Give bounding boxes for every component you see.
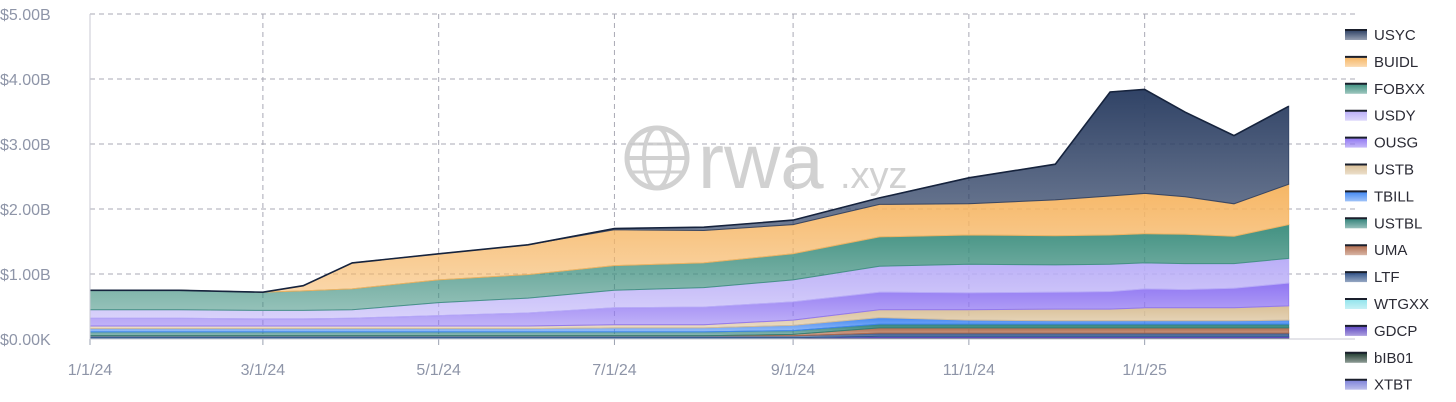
legend-swatch (1345, 218, 1367, 229)
legend-label: XTBT (1374, 377, 1412, 394)
legend-label: TBILL (1374, 188, 1414, 205)
legend-item-ustbl[interactable]: USTBL (1345, 215, 1422, 232)
legend-swatch (1345, 299, 1367, 309)
y-tick-label: $1.00B (0, 267, 51, 284)
legend-swatch (1345, 379, 1367, 390)
x-tick-label: 9/1/24 (771, 362, 816, 379)
legend-item-bib01[interactable]: bIB01 (1345, 350, 1413, 367)
y-tick-label: $5.00B (0, 7, 51, 24)
legend-swatch (1345, 110, 1367, 121)
legend-item-uma[interactable]: UMA (1345, 242, 1407, 259)
legend-item-fobxx[interactable]: FOBXX (1345, 81, 1425, 98)
legend-item-tbill[interactable]: TBILL (1345, 188, 1414, 205)
legend-label: WTGXX (1374, 296, 1429, 313)
legend-item-wtgxx[interactable]: WTGXX (1345, 296, 1429, 313)
legend-label: USYC (1374, 27, 1416, 44)
legend-swatch (1345, 352, 1367, 363)
legend-item-ousg[interactable]: OUSG (1345, 135, 1418, 152)
legend-label: OUSG (1374, 135, 1418, 152)
legend-item-usyc[interactable]: USYC (1345, 27, 1416, 44)
legend-swatch (1345, 137, 1367, 148)
legend-label: LTF (1374, 269, 1400, 286)
legend-item-ltf[interactable]: LTF (1345, 269, 1400, 286)
watermark: rwa .xyz (624, 117, 908, 205)
legend-label: bIB01 (1374, 350, 1413, 367)
legend-item-xtbt[interactable]: XTBT (1345, 377, 1412, 394)
x-tick-label: 5/1/24 (416, 362, 461, 379)
legend-item-usdy[interactable]: USDY (1345, 108, 1416, 125)
globe-icon (624, 125, 690, 191)
y-tick-label: $3.00B (0, 137, 51, 154)
legend-label: USTBL (1374, 215, 1422, 232)
legend-swatch (1345, 325, 1367, 336)
legend-swatch (1345, 83, 1367, 94)
x-tick-label: 1/1/25 (1122, 362, 1167, 379)
x-tick-label: 3/1/24 (241, 362, 286, 379)
legend-label: FOBXX (1374, 81, 1425, 98)
legend-label: USTB (1374, 162, 1414, 179)
x-tick-label: 11/1/24 (943, 362, 995, 379)
legend-item-gdcp[interactable]: GDCP (1345, 323, 1417, 340)
legend-swatch (1345, 30, 1367, 40)
axis-layer: $0.00K $1.00B $2.00B $3.00B $4.00B $5.00B 1/1/… (0, 7, 1355, 379)
total-outline (90, 88, 1290, 294)
legend-swatch (1345, 56, 1367, 67)
y-tick-label: $4.00B (0, 72, 51, 89)
y-tick-label: $0.00K (0, 332, 51, 349)
legend-label: USDY (1374, 108, 1416, 125)
area-layer (89, 88, 1290, 340)
legend-label: BUIDL (1374, 54, 1418, 71)
legend-swatch (1345, 164, 1367, 175)
legend-swatch (1345, 272, 1367, 283)
watermark-suffix: .xyz (840, 155, 908, 197)
legend-label: GDCP (1374, 323, 1417, 340)
legend: USYC BUIDL FOBXX USDY OUSG USTB TBILL USTBL UMA L… (1345, 27, 1429, 394)
y-tick-label: $2.00B (0, 202, 51, 219)
legend-item-buidl[interactable]: BUIDL (1345, 54, 1418, 71)
watermark-brand: rwa (698, 117, 824, 205)
legend-swatch (1345, 191, 1367, 202)
legend-swatch (1345, 245, 1367, 256)
legend-item-ustb[interactable]: USTB (1345, 162, 1414, 179)
legend-label: UMA (1374, 242, 1407, 259)
x-tick-label: 1/1/24 (68, 362, 113, 379)
x-tick-label: 7/1/24 (592, 362, 637, 379)
